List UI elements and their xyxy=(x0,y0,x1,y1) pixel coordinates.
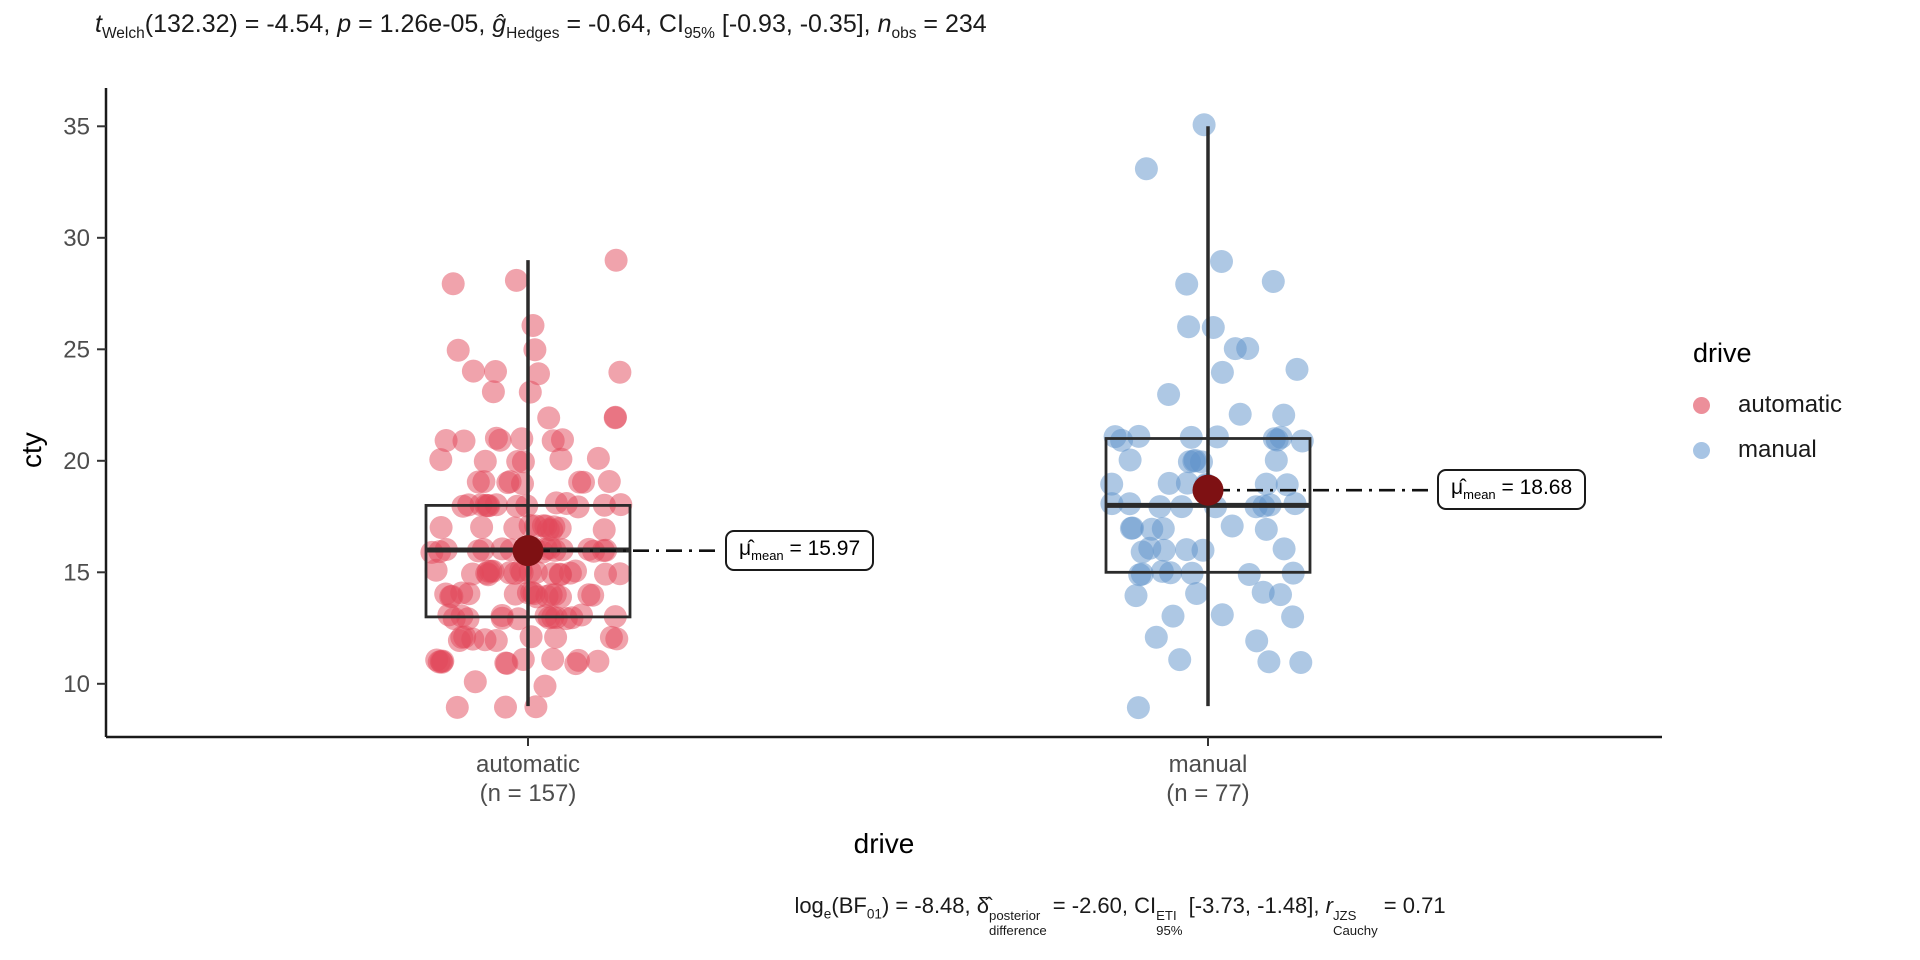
legend-dot-manual xyxy=(1693,441,1710,459)
svg-text:15: 15 xyxy=(63,559,90,586)
svg-text:25: 25 xyxy=(63,336,90,363)
x-cat-name: manual xyxy=(1168,751,1248,778)
x-cat-n: (n = 77) xyxy=(1166,780,1250,807)
legend-title: drive xyxy=(1693,338,1752,368)
legend-dot-automatic xyxy=(1693,396,1710,414)
x-tick-label-automatic: automatic (n = 157) xyxy=(378,750,678,808)
mean-label-automatic: μ̂mean = 15.97 xyxy=(725,529,875,571)
plot-caption: loge(BF01) = -8.48, δ̂ posterior differenc… xyxy=(794,893,1446,939)
plot-title: tWelch(132.32) = -4.54, p = 1.26e-05, ĝ… xyxy=(95,10,987,42)
legend-item-automatic: automatic xyxy=(1693,391,1842,419)
x-cat-name: automatic xyxy=(475,751,581,778)
x-axis-title: drive xyxy=(853,828,915,859)
x-cat-n: (n = 157) xyxy=(479,780,577,807)
svg-text:10: 10 xyxy=(63,671,90,698)
legend: drive automatic manual xyxy=(1693,338,1842,481)
legend-item-label: automatic xyxy=(1738,391,1843,418)
mean-label-manual: μ̂mean = 18.68 xyxy=(1437,469,1587,511)
svg-text:35: 35 xyxy=(63,113,90,140)
y-axis-title: cty xyxy=(16,432,47,468)
x-tick-label-manual: manual (n = 77) xyxy=(1058,750,1358,808)
legend-item-manual: manual xyxy=(1693,436,1842,464)
svg-text:30: 30 xyxy=(63,225,90,252)
legend-item-label: manual xyxy=(1738,436,1817,463)
svg-text:20: 20 xyxy=(63,448,90,475)
